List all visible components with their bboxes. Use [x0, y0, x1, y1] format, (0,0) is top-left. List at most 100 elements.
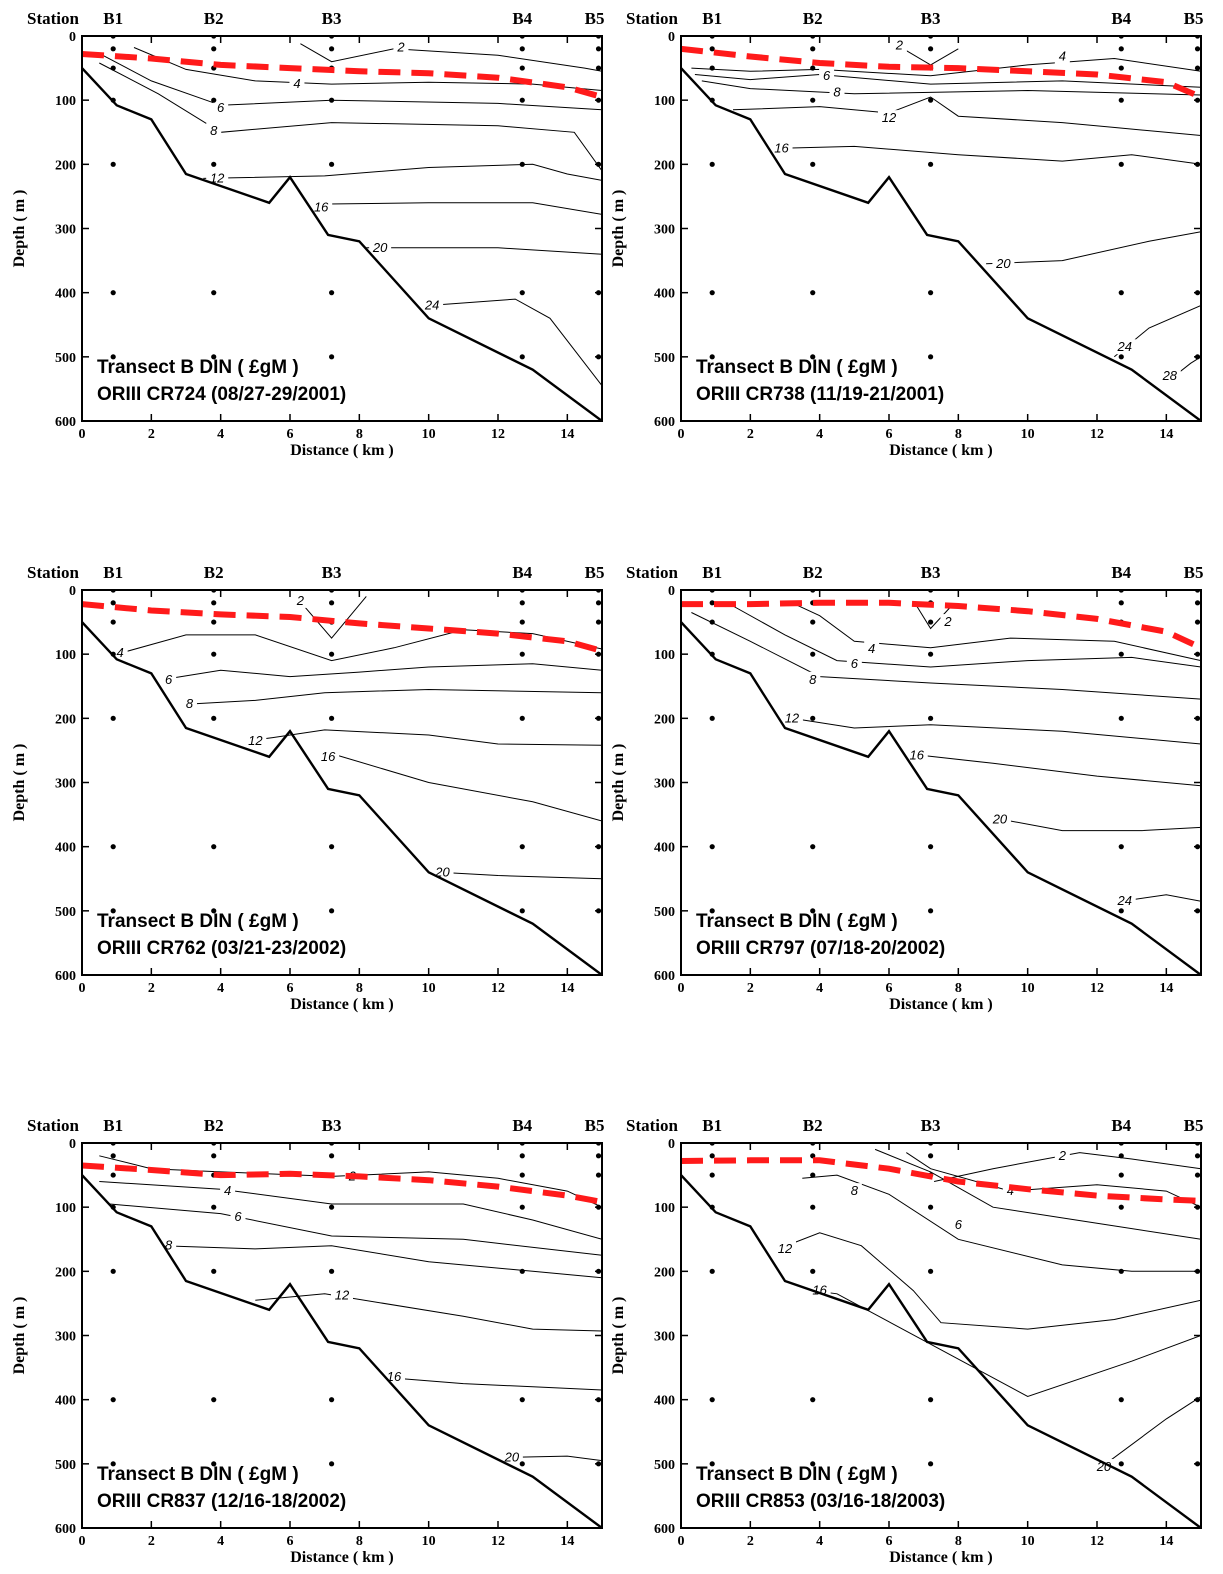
sample-point [329, 46, 335, 52]
sample-point [928, 651, 934, 657]
contour-line [133, 47, 602, 91]
contour-line [874, 1148, 1201, 1240]
station-label: B3 [921, 563, 941, 582]
contour-label-bg [369, 239, 392, 255]
contour-label: 16 [387, 1369, 402, 1384]
contour-label: 4 [117, 645, 124, 660]
y-tick-label: 500 [654, 351, 675, 366]
bathymetry-line [82, 1174, 602, 1528]
mixed-layer-line [681, 45, 1201, 100]
x-tick-label: 0 [678, 427, 685, 442]
sample-point [810, 1153, 816, 1159]
contour-line [791, 717, 1201, 745]
x-tick-label: 2 [148, 981, 155, 996]
contour-line [781, 145, 1201, 165]
sample-point [329, 1204, 335, 1210]
station-label: B1 [103, 1116, 123, 1135]
station-label: B5 [1184, 563, 1204, 582]
contour-label-bg [317, 748, 340, 764]
sample-point [709, 46, 715, 52]
contour-label: 8 [833, 84, 841, 99]
station-header: Station [626, 563, 679, 582]
contour-label-bg [846, 1183, 862, 1199]
x-tick-label: 10 [422, 981, 436, 996]
contour-label: 2 [396, 40, 405, 55]
sample-point [928, 1461, 934, 1467]
y-axis-label: Depth ( m ) [610, 190, 627, 268]
sample-point [928, 908, 934, 914]
contour-label-bg [992, 255, 1015, 271]
contour-label-bg [1158, 368, 1181, 384]
sample-point [110, 1153, 116, 1159]
contour-label: 4 [868, 641, 875, 656]
station-label: B3 [921, 9, 941, 28]
station-label: B4 [1111, 1116, 1131, 1135]
sample-point [709, 908, 715, 914]
x-tick-label: 6 [886, 981, 893, 996]
contour-label-bg [1092, 1459, 1115, 1475]
y-tick-label: 200 [654, 1265, 675, 1280]
sample-point [1194, 619, 1201, 625]
contour-line [383, 1376, 602, 1391]
contour-label: 8 [186, 696, 194, 711]
sample-point [329, 715, 335, 721]
station-label: B4 [512, 9, 532, 28]
station-label: B1 [702, 1116, 722, 1135]
sample-point [110, 844, 116, 850]
sample-point [211, 715, 217, 721]
sample-point [211, 290, 217, 296]
sample-point [329, 290, 335, 296]
sample-point [329, 651, 335, 657]
contour-label-bg [905, 747, 928, 763]
contour-line [317, 202, 602, 215]
station-label: B5 [585, 9, 605, 28]
sample-point [211, 908, 217, 914]
bathymetry-line [681, 1174, 1201, 1528]
sample-point [928, 354, 934, 360]
sample-point [211, 1461, 217, 1467]
sample-point [595, 600, 602, 606]
contour-line [691, 57, 1201, 77]
mixed-layer-line [82, 1162, 602, 1205]
contour-line [161, 663, 602, 681]
station-label: B4 [512, 563, 532, 582]
station-label: B5 [585, 1116, 605, 1135]
station-label: B4 [1111, 9, 1131, 28]
contour-label: 20 [1096, 1459, 1112, 1474]
y-tick-label: 600 [55, 1522, 76, 1537]
y-tick-label: 0 [668, 584, 675, 599]
x-tick-label: 4 [816, 427, 823, 442]
sample-point [928, 161, 934, 167]
contour-line [1096, 1396, 1201, 1471]
contour-line [439, 871, 602, 880]
sample-point [519, 844, 525, 850]
mixed-layer-line [681, 1157, 1201, 1204]
y-tick-label: 600 [654, 969, 675, 984]
station-label: B5 [585, 563, 605, 582]
x-tick-label: 14 [560, 981, 574, 996]
sample-point [709, 600, 715, 606]
sample-point [519, 908, 525, 914]
contour-label-bg [770, 140, 793, 156]
sample-point [211, 1153, 217, 1159]
y-tick-label: 100 [55, 648, 76, 663]
x-tick-label: 2 [148, 1534, 155, 1549]
sample-point [1118, 1461, 1124, 1467]
sample-point [595, 619, 602, 625]
station-label: B5 [1184, 9, 1204, 28]
sample-point [519, 46, 525, 52]
bathymetry-line [82, 621, 602, 975]
contour-label: 16 [774, 140, 789, 155]
contour-label: 24 [424, 298, 439, 313]
sample-point [329, 97, 335, 103]
chart-subtitle: ORIII CR762 (03/21-23/2002) [97, 938, 346, 959]
contour-label: 6 [823, 68, 831, 83]
sample-point [519, 651, 525, 657]
station-label: B4 [1111, 563, 1131, 582]
contour-label-bg [230, 1208, 246, 1224]
sample-point [595, 46, 602, 52]
